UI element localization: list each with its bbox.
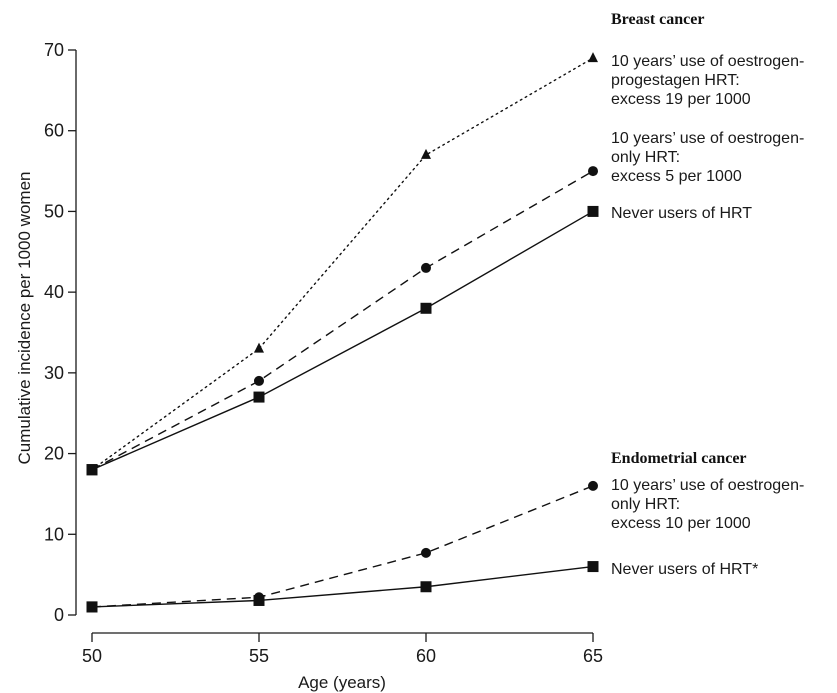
group-title: Breast cancer	[611, 11, 704, 28]
series-line	[91, 210, 594, 471]
series-label: 10 years’ use of oestrogen-only HRT: exce…	[611, 477, 804, 532]
series-circle-dashed	[86, 166, 598, 476]
circle-marker	[254, 375, 264, 386]
series-layer	[86, 52, 599, 613]
series-label: 10 years’ use of oestrogen-only HRT: exce…	[611, 130, 804, 185]
series-label-line: Never users of HRT*	[611, 561, 758, 578]
series-label-line: progestagen HRT:	[611, 72, 740, 89]
series-label-line: excess 5 per 1000	[611, 168, 742, 185]
circle-marker	[588, 480, 598, 491]
square-marker	[587, 205, 599, 217]
series-square-solid	[86, 205, 599, 476]
x-tick-label: 60	[416, 646, 436, 666]
series-label-line: 10 years’ use of oestrogen-	[611, 53, 804, 70]
series-label-line: excess 10 per 1000	[611, 515, 751, 532]
series-line	[91, 170, 594, 471]
series-label: Never users of HRT	[611, 205, 752, 222]
square-marker	[86, 464, 98, 476]
series-line	[91, 57, 594, 471]
series-line	[91, 485, 594, 608]
series-label-line: excess 19 per 1000	[611, 91, 751, 108]
axes: 0 10 20 30 40 50 60 70 50 55 60 65	[44, 40, 603, 666]
x-tick-label: 55	[249, 646, 269, 666]
square-marker	[420, 581, 432, 593]
y-tick-label: 50	[44, 201, 64, 221]
square-marker	[253, 391, 265, 403]
series-labels: Breast cancer Endometrial cancer 10 years’…	[611, 11, 804, 578]
y-tick-label: 30	[44, 363, 64, 383]
square-marker	[86, 601, 98, 613]
circle-marker	[421, 262, 431, 273]
circle-marker	[421, 547, 431, 558]
y-tick-label: 20	[44, 444, 64, 464]
triangle-marker	[254, 342, 264, 353]
circle-marker	[588, 166, 598, 177]
series-label-line: Never users of HRT	[611, 205, 752, 222]
y-tick-label: 10	[44, 524, 64, 544]
square-marker	[253, 594, 265, 606]
series-square-solid	[86, 561, 599, 613]
y-tick-label: 40	[44, 282, 64, 302]
square-marker	[420, 302, 432, 314]
x-axis-title: Age (years)	[298, 673, 386, 692]
triangle-marker	[588, 52, 598, 63]
series-line	[91, 565, 594, 608]
series-label: Never users of HRT*	[611, 561, 758, 578]
x-tick-label: 65	[583, 646, 603, 666]
series-label-line: only HRT:	[611, 149, 680, 166]
series-label-line: 10 years’ use of oestrogen-	[611, 477, 804, 494]
series-label-line: only HRT:	[611, 496, 680, 513]
square-marker	[587, 561, 599, 573]
triangle-marker	[421, 148, 431, 159]
y-tick-label: 60	[44, 121, 64, 141]
y-axis-title: Cumulative incidence per 1000 women	[15, 172, 34, 465]
y-tick-label: 0	[54, 605, 64, 625]
series-triangle-dotted	[86, 52, 598, 476]
series-label-line: 10 years’ use of oestrogen-	[611, 130, 804, 147]
y-tick-label: 70	[44, 40, 64, 60]
x-tick-label: 50	[82, 646, 102, 666]
series-label: 10 years’ use of oestrogen-progestagen H…	[611, 53, 804, 108]
series-circle-dashed	[86, 480, 598, 613]
group-title: Endometrial cancer	[611, 450, 747, 467]
